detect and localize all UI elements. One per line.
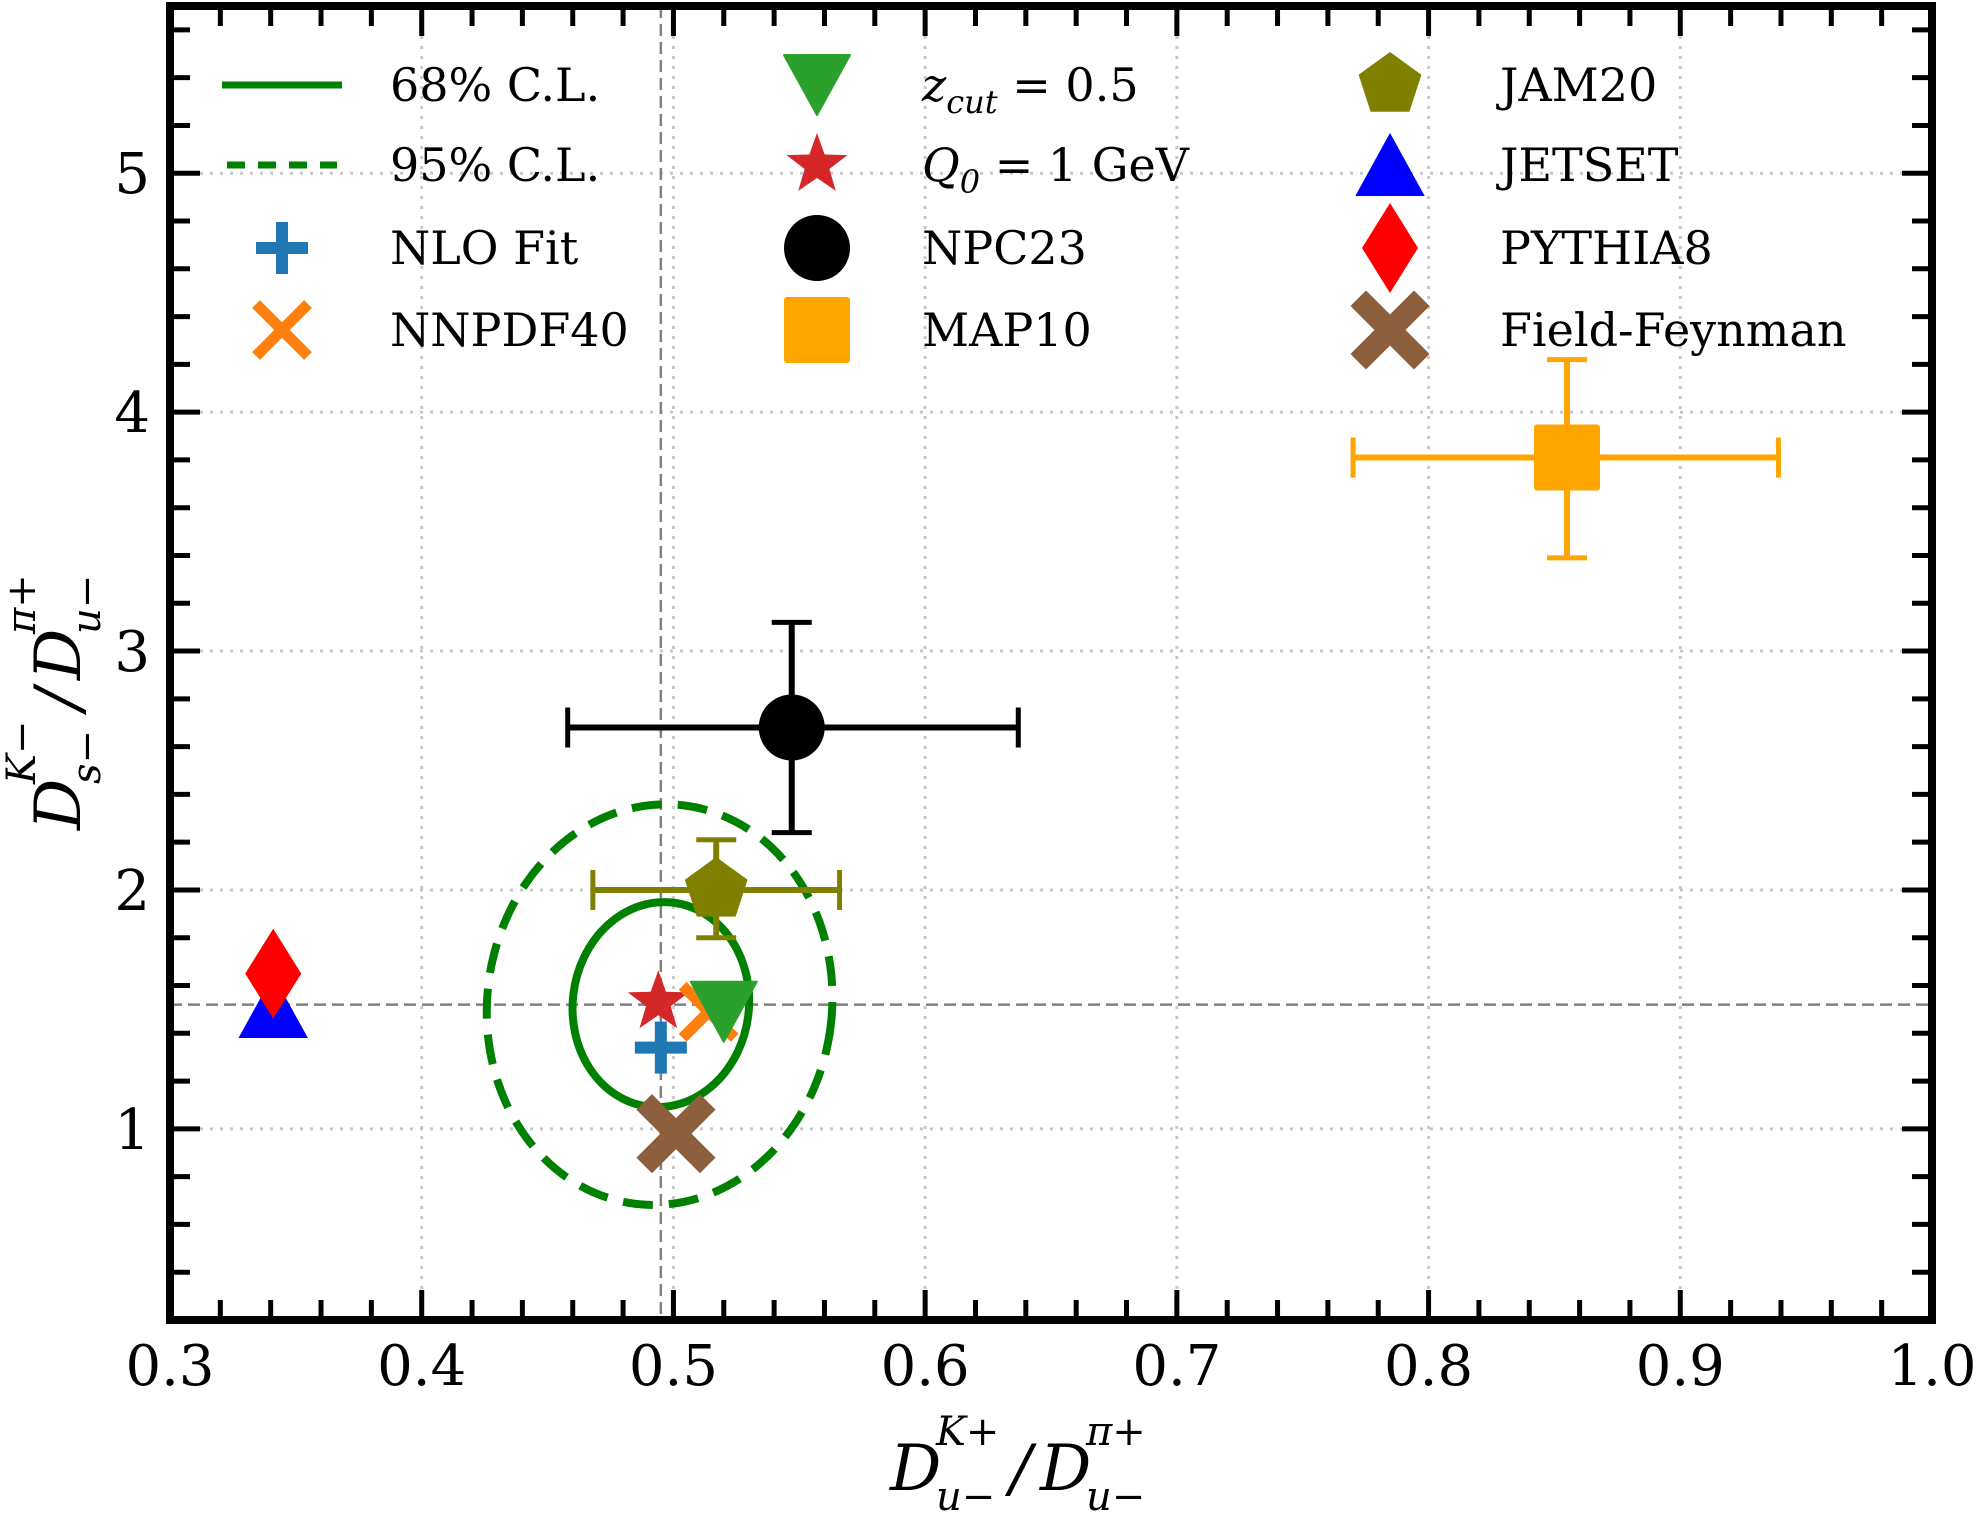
legend-label: 68% C.L. — [390, 58, 600, 112]
marker-pythia8 — [245, 928, 302, 1019]
x-axis-label-sub1: u− — [936, 1474, 995, 1520]
y-axis-label-D1: D — [22, 779, 96, 831]
series-q-0-1-gev — [627, 970, 689, 1029]
x-tick-label: 0.4 — [377, 1334, 466, 1399]
x-axis-label-sup2: π+ — [1085, 1409, 1146, 1455]
tick-labels: 0.3 0.4 0.5 0.6 0.7 0.8 0.9 1.0 1 2 3 4 5 — [114, 142, 1976, 1399]
y-axis-label-D2: D — [22, 629, 96, 681]
legend-label: NPC23 — [922, 221, 1087, 275]
legend-label: NNPDF40 — [390, 303, 629, 357]
legend-marker-pythia8 — [1362, 203, 1418, 293]
x-tick-label: 0.5 — [629, 1334, 718, 1399]
x-tick-label: 0.9 — [1636, 1334, 1725, 1399]
y-tick-label: 1 — [114, 1098, 150, 1163]
legend-item: NPC23 — [784, 215, 1087, 281]
series-field-feynman — [636, 1094, 716, 1174]
series-map10 — [1350, 357, 1781, 561]
legend-marker-npc23 — [784, 215, 850, 281]
y-tick-label: 3 — [114, 620, 150, 685]
x-tick-label: 0.6 — [881, 1334, 970, 1399]
reference-lines — [170, 6, 1932, 1320]
x-axis-label-sup1: K+ — [935, 1409, 999, 1455]
legend-label: zcut = 0.5 — [921, 58, 1139, 121]
legend-item: 95% C.L. — [227, 138, 600, 192]
legend-marker-jam20 — [1358, 52, 1422, 112]
series-npc23 — [565, 619, 1021, 836]
y-axis-label: D K− s− / D π+ u− — [0, 574, 110, 831]
ellipse-95-cl — [482, 800, 837, 1209]
y-axis-label-sub1: s− — [64, 730, 110, 784]
legend-item: PYTHIA8 — [1362, 203, 1713, 293]
legend-item: NNPDF40 — [252, 300, 629, 360]
marker-jam20 — [684, 856, 748, 917]
series-z-cut-0-5 — [689, 980, 758, 1043]
plot-frame — [166, 2, 1936, 1324]
x-tick-label: 1.0 — [1887, 1334, 1976, 1399]
x-tick-label: 0.8 — [1384, 1334, 1473, 1399]
legend-marker-nnpdf40 — [252, 300, 312, 360]
x-axis-label: D K+ u− / D π+ u− — [889, 1409, 1146, 1520]
marker-z-cut-0-5 — [689, 980, 758, 1043]
legend-label: JETSET — [1496, 138, 1679, 192]
legend-item: JAM20 — [1358, 52, 1657, 112]
legend-marker-nlo-fit — [256, 222, 308, 274]
legend-label: JAM20 — [1496, 58, 1657, 112]
legend-label: Q0 = 1 GeV — [922, 138, 1190, 201]
x-tick-label: 0.3 — [125, 1334, 214, 1399]
legend-item: Q0 = 1 GeV — [786, 133, 1190, 201]
x-axis-label-D1: D — [889, 1432, 941, 1506]
legend-item: MAP10 — [784, 297, 1092, 363]
marker-field-feynman — [636, 1094, 716, 1174]
grid — [170, 6, 1932, 1320]
legend-marker-map10 — [784, 297, 850, 363]
legend-item: Field-Feynman — [1350, 290, 1846, 370]
marker-q-0-1-gev — [627, 970, 689, 1029]
y-axis-label-sup2: π+ — [0, 574, 45, 635]
legend-label: 95% C.L. — [390, 138, 600, 192]
legend-marker-q-0-1-gev — [786, 133, 848, 191]
x-axis-label-D2: D — [1039, 1432, 1091, 1506]
y-tick-label: 4 — [114, 381, 150, 446]
legend-label: PYTHIA8 — [1500, 221, 1713, 275]
legend-label: NLO Fit — [390, 221, 579, 275]
marker-nlo-fit — [634, 1021, 687, 1074]
marker-map10 — [1534, 424, 1601, 491]
x-axis-label-sep: / — [1004, 1432, 1037, 1506]
legend-marker-jetset — [1355, 132, 1425, 196]
y-axis-label-sep: / — [22, 683, 96, 716]
y-tick-label: 5 — [114, 142, 150, 207]
data-points — [238, 357, 1781, 1174]
y-axis-label-sub2: u− — [64, 575, 110, 634]
legend-label: MAP10 — [922, 303, 1092, 357]
series-nlo-fit — [634, 1021, 687, 1074]
legend-item: 68% C.L. — [222, 58, 600, 112]
x-axis-label-sub2: u− — [1086, 1474, 1145, 1520]
marker-npc23 — [758, 694, 825, 761]
legend-marker-z-cut-0-5 — [783, 54, 851, 116]
legend-item: zcut = 0.5 — [783, 54, 1139, 121]
legend: 68% C.L. 95% C.L. NLO Fit NNPDF40 zcut = 0.5… — [222, 52, 1846, 370]
legend-label: Field-Feynman — [1500, 303, 1846, 357]
legend-item: NLO Fit — [256, 221, 579, 275]
axes-frame — [166, 2, 1936, 1324]
series-jam20 — [590, 837, 843, 941]
y-axis-label-sup1: K− — [0, 721, 45, 785]
legend-marker-field-feynman — [1350, 290, 1430, 370]
series-pythia8 — [245, 928, 302, 1019]
legend-item: JETSET — [1355, 132, 1679, 196]
y-tick-label: 2 — [114, 859, 150, 924]
x-tick-label: 0.7 — [1132, 1334, 1221, 1399]
